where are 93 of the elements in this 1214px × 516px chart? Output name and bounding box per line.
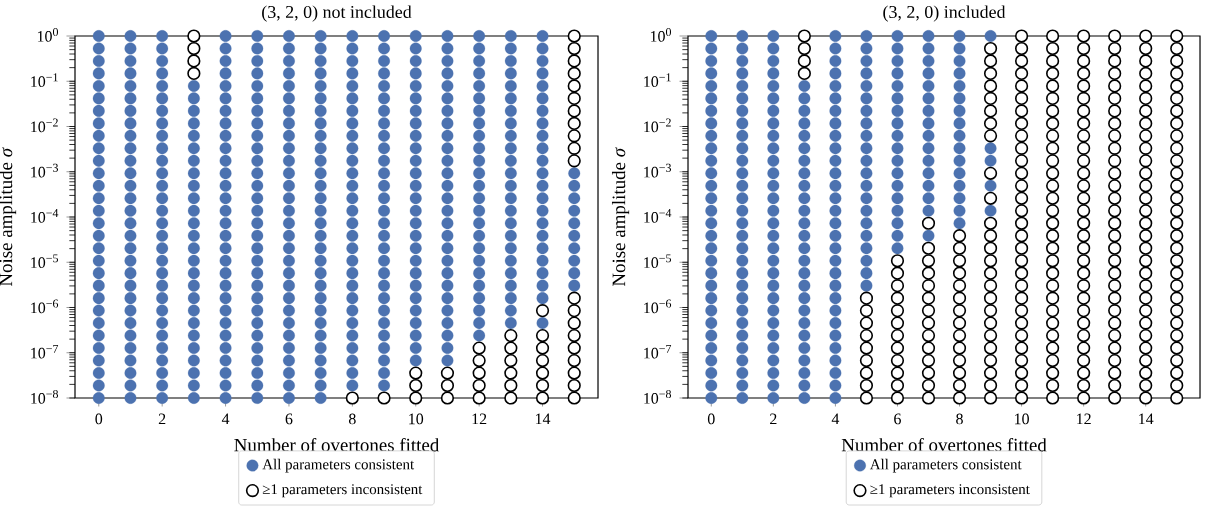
- y-tick-label: 10$^{−3}$: [31, 163, 59, 178]
- x-tick-label: 2: [770, 413, 777, 425]
- point: [567, 79, 581, 93]
- point: [567, 291, 581, 305]
- x-tick-label: 0: [707, 413, 715, 425]
- y-tick-label: 10$^{−7}$: [644, 344, 672, 359]
- x-tick-label: 0: [95, 413, 103, 425]
- point: [567, 304, 581, 318]
- y-tick-label: 10$^{−2}$: [644, 118, 671, 133]
- point: [504, 391, 518, 405]
- point: [535, 391, 550, 405]
- legend-label: ≥1 parameters inconsistent: [870, 484, 1030, 498]
- point: [187, 41, 201, 56]
- y-tick-label: 10$^{−1}$: [31, 73, 58, 88]
- point: [567, 91, 581, 105]
- point: [535, 353, 550, 368]
- point: [567, 104, 581, 118]
- y-tick-label: 10$^{−8}$: [31, 390, 59, 404]
- point: [535, 378, 550, 393]
- point: [567, 41, 581, 56]
- point: [504, 341, 518, 355]
- y-tick-label: 10$^{−6}$: [644, 299, 672, 314]
- point: [567, 141, 581, 155]
- point: [504, 328, 518, 343]
- x-tick-label: 6: [285, 413, 293, 425]
- point: [409, 391, 423, 405]
- point: [567, 391, 581, 405]
- x-tick-label: 12: [1077, 413, 1091, 425]
- point: [535, 328, 550, 343]
- y-tick-label: 10$^{−5}$: [644, 254, 672, 269]
- y-tick-label: 10$^{−2}$: [31, 118, 58, 133]
- point: [504, 353, 518, 368]
- y-tick-label: 10$^{−6}$: [31, 299, 59, 314]
- legend-label: All parameters consistent: [262, 458, 415, 473]
- x-tick-label: 2: [158, 413, 166, 425]
- y-tick-label: 10$^{0}$: [37, 28, 59, 42]
- point: [567, 129, 581, 143]
- point: [567, 341, 581, 355]
- y-tick-label: 10$^{−4}$: [644, 209, 672, 223]
- x-axis-title: Number of overtones fitted: [841, 437, 1047, 452]
- point: [472, 391, 486, 405]
- point: [345, 391, 359, 405]
- point: [567, 154, 581, 168]
- point: [472, 353, 486, 368]
- x-tick-label: 8: [956, 413, 963, 425]
- point: [187, 29, 201, 43]
- legend-label: All parameters consistent: [869, 458, 1022, 473]
- point: [535, 304, 550, 318]
- x-tick-label: 14: [535, 413, 551, 425]
- point: [504, 366, 518, 380]
- point: [377, 391, 391, 405]
- y-tick-label: 10$^{−1}$: [644, 73, 671, 88]
- chart-title: (3, 2, 0) not included: [262, 5, 412, 22]
- x-tick-label: 6: [894, 413, 901, 425]
- point: [440, 391, 455, 405]
- point: [567, 328, 581, 343]
- point: [567, 54, 581, 68]
- x-axis-title: Number of overtones fitted: [234, 437, 440, 452]
- point: [472, 378, 486, 393]
- point: [567, 378, 581, 393]
- y-tick-label: 10$^{−8}$: [644, 390, 672, 404]
- point: [440, 378, 455, 393]
- point: [567, 353, 581, 368]
- point: [472, 366, 486, 380]
- point: [567, 316, 581, 330]
- x-tick-label: 10: [1015, 413, 1029, 425]
- point: [187, 66, 201, 81]
- point: [409, 366, 423, 380]
- x-tick-label: 8: [348, 413, 356, 425]
- point: [440, 366, 455, 380]
- y-tick-label: 10$^{0}$: [650, 28, 672, 42]
- point: [567, 29, 581, 43]
- point: [187, 54, 201, 68]
- y-tick-label: 10$^{−7}$: [31, 344, 59, 359]
- point: [409, 378, 423, 393]
- x-tick-label: 10: [409, 413, 424, 425]
- y-tick-label: 10$^{−3}$: [644, 163, 672, 178]
- chart-title: (3, 2, 0) included: [883, 5, 1006, 22]
- x-tick-label: 14: [1139, 413, 1154, 425]
- point: [535, 341, 550, 355]
- point: [567, 116, 581, 131]
- point: [504, 378, 518, 393]
- point: [567, 66, 581, 81]
- x-tick-label: 12: [472, 413, 487, 425]
- x-tick-label: 4: [831, 413, 840, 425]
- point: [535, 366, 550, 380]
- point: [567, 366, 581, 380]
- x-tick-label: 4: [221, 413, 230, 425]
- y-tick-label: 10$^{−4}$: [31, 209, 59, 223]
- y-tick-label: 10$^{−5}$: [31, 254, 59, 269]
- legend-label: ≥1 parameters inconsistent: [262, 484, 423, 498]
- y-axis-title: Noise amplitude σ: [611, 147, 630, 287]
- point: [472, 341, 486, 355]
